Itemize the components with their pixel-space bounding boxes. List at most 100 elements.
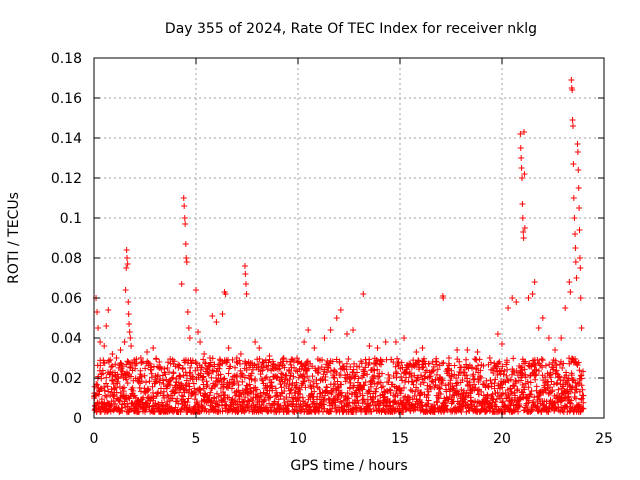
data-point <box>95 325 102 331</box>
data-point <box>494 331 501 337</box>
data-point-background <box>313 380 320 387</box>
data-point <box>366 343 373 349</box>
data-point-background <box>160 388 167 395</box>
data-point-background <box>201 359 208 366</box>
data-point-background <box>565 375 572 382</box>
data-point-background <box>540 389 547 396</box>
data-point-background <box>481 401 488 408</box>
data-point-background <box>361 368 368 375</box>
data-point-background <box>456 358 463 365</box>
data-point-background <box>153 355 160 362</box>
data-point-background <box>104 383 111 390</box>
data-point <box>193 287 199 293</box>
data-point-background <box>220 383 227 390</box>
data-point-background <box>434 399 441 406</box>
data-point <box>125 311 132 317</box>
data-point-background <box>522 358 529 365</box>
data-point-background <box>542 362 549 369</box>
data-point-background <box>451 362 458 369</box>
data-point-background <box>129 384 136 391</box>
data-point <box>569 123 576 129</box>
data-point-background <box>293 401 300 408</box>
data-point-background <box>352 373 359 380</box>
data-point-background <box>558 404 565 411</box>
data-point <box>181 203 188 209</box>
data-point-background <box>463 408 470 415</box>
data-point-background <box>487 377 494 384</box>
data-point-background <box>247 385 254 392</box>
data-point-background <box>573 386 580 393</box>
data-point-background <box>354 369 361 376</box>
x-tick-label: 10 <box>289 431 307 447</box>
data-point-background <box>386 386 393 393</box>
data-point-background <box>142 379 149 386</box>
data-point-background <box>365 387 372 394</box>
data-point-background <box>289 356 296 363</box>
data-point-background <box>338 381 345 388</box>
data-point-background <box>298 360 305 367</box>
data-point-background <box>130 387 137 394</box>
data-point-background <box>115 375 122 382</box>
data-point-background <box>309 373 316 380</box>
data-point-background <box>227 363 234 370</box>
data-point-background <box>279 371 286 378</box>
data-point-background <box>305 377 312 384</box>
data-point <box>186 335 193 341</box>
data-point-background <box>574 362 581 369</box>
data-point <box>572 259 579 265</box>
data-point-background <box>187 369 194 376</box>
data-point-background <box>578 405 585 412</box>
data-point-background <box>207 362 214 369</box>
data-point-background <box>310 378 317 385</box>
data-point <box>311 345 318 351</box>
data-point <box>122 287 129 293</box>
data-point-background <box>258 376 265 383</box>
data-point-background <box>136 400 143 407</box>
data-point-background <box>539 364 546 371</box>
data-point <box>464 347 471 353</box>
data-point-background <box>99 370 106 377</box>
data-point-background <box>108 402 115 409</box>
y-tick-label: 0.08 <box>51 251 82 267</box>
data-point-background <box>94 381 101 388</box>
data-point <box>401 335 408 341</box>
data-point-background <box>473 357 480 364</box>
data-point-background <box>231 397 238 404</box>
data-point <box>513 299 520 305</box>
data-point-background <box>207 389 214 396</box>
data-point <box>575 185 582 191</box>
data-point <box>183 255 190 261</box>
data-point-background <box>358 385 365 392</box>
data-point-background <box>507 385 514 392</box>
data-point <box>321 335 328 341</box>
data-point <box>518 165 525 171</box>
data-point <box>576 205 583 211</box>
data-point-background <box>420 379 427 386</box>
data-point-background <box>233 372 240 379</box>
data-point-background <box>547 371 554 378</box>
data-point <box>123 265 130 271</box>
y-tick-label: 0.14 <box>51 131 82 147</box>
data-point-background <box>345 355 352 362</box>
data-point-background <box>343 366 350 373</box>
data-point-background <box>175 400 182 407</box>
data-point-background <box>165 359 172 366</box>
data-point-background <box>303 359 310 366</box>
data-point <box>164 365 171 371</box>
data-point-background <box>505 392 512 399</box>
data-point-background <box>221 375 228 382</box>
data-point-background <box>302 384 309 391</box>
data-point-background <box>123 376 130 383</box>
data-point-background <box>350 366 357 373</box>
data-point-background <box>342 378 349 385</box>
data-point-background <box>533 366 540 373</box>
data-point-background <box>101 383 108 390</box>
data-point <box>382 339 389 345</box>
data-point-background <box>539 357 546 364</box>
data-point-background <box>507 376 514 383</box>
data-point-background <box>241 398 248 405</box>
data-point <box>123 247 130 253</box>
y-tick-label: 0.16 <box>51 91 82 107</box>
y-tick-label: 0.1 <box>60 211 82 227</box>
data-point-background <box>379 370 386 377</box>
